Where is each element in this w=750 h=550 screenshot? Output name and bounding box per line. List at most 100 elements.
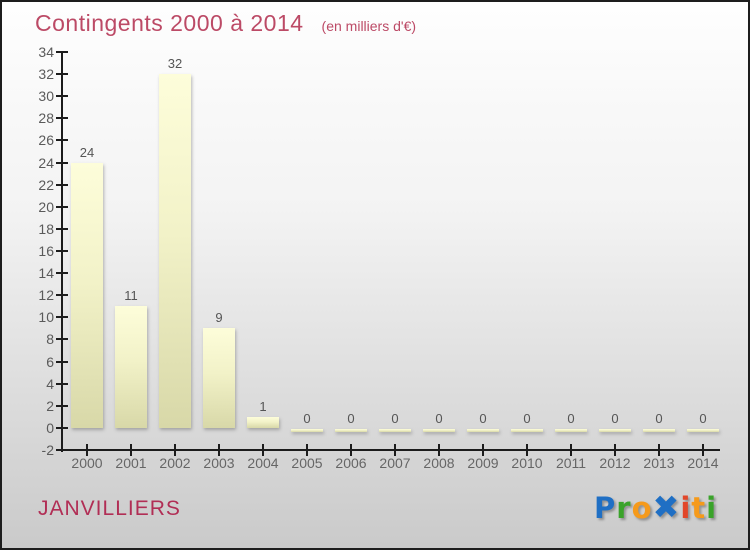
y-tick-label: -2 bbox=[41, 442, 54, 458]
y-tick bbox=[56, 161, 68, 164]
bar bbox=[203, 328, 235, 428]
commune-name: JANVILLIERS bbox=[38, 497, 181, 520]
logo-x-icon: ✖ bbox=[652, 488, 681, 526]
x-tick bbox=[394, 444, 396, 456]
y-tick-label: 24 bbox=[38, 154, 54, 171]
x-tick bbox=[482, 444, 484, 456]
x-tick-label: 2005 bbox=[291, 455, 323, 471]
y-tick bbox=[56, 316, 68, 319]
y-tick bbox=[56, 449, 68, 451]
x-tick-label: 2002 bbox=[159, 455, 191, 471]
x-tick bbox=[306, 444, 308, 456]
bar-value-label: 0 bbox=[611, 410, 619, 426]
x-tick-label: 2008 bbox=[423, 455, 455, 471]
y-tick bbox=[56, 95, 68, 98]
x-tick bbox=[702, 444, 704, 456]
bar-value-label: 0 bbox=[655, 410, 663, 426]
chart-subtitle: (en milliers d'€) bbox=[321, 18, 417, 34]
x-tick-label: 2014 bbox=[687, 455, 719, 471]
x-tick bbox=[262, 444, 264, 456]
bar bbox=[423, 428, 455, 432]
y-tick bbox=[56, 227, 68, 230]
y-tick bbox=[56, 73, 68, 76]
y-tick-label: 20 bbox=[38, 198, 54, 215]
bar-value-label: 0 bbox=[567, 410, 575, 426]
y-tick-label: 16 bbox=[38, 243, 54, 259]
y-tick bbox=[56, 51, 68, 53]
y-tick-label: 12 bbox=[38, 287, 54, 304]
y-tick bbox=[56, 294, 68, 297]
y-tick-label: 18 bbox=[38, 220, 54, 237]
y-axis bbox=[61, 52, 63, 452]
bar bbox=[71, 162, 103, 428]
bar bbox=[115, 306, 147, 428]
bar-value-label: 0 bbox=[699, 410, 707, 426]
x-tick-label: 2011 bbox=[555, 455, 587, 471]
x-tick-label: 2004 bbox=[247, 455, 279, 471]
x-tick bbox=[130, 444, 132, 456]
y-tick bbox=[56, 117, 68, 120]
logo-letter: r bbox=[616, 491, 632, 525]
proxiti-logo: Pro✖iti bbox=[594, 488, 717, 527]
bar bbox=[379, 428, 411, 432]
bar-value-label: 0 bbox=[303, 410, 311, 426]
x-tick bbox=[218, 444, 220, 456]
chart-title: Contingents 2000 à 2014 bbox=[35, 10, 304, 36]
logo-letter: t bbox=[691, 491, 707, 525]
chart-header: Contingents 2000 à 2014 (en milliers d'€… bbox=[35, 10, 416, 37]
x-tick-label: 2003 bbox=[203, 455, 235, 471]
x-tick bbox=[658, 444, 660, 456]
bar bbox=[511, 428, 543, 432]
bar-value-label: 0 bbox=[479, 410, 487, 426]
logo-letter: i bbox=[680, 491, 692, 525]
bar bbox=[247, 416, 279, 428]
x-tick-label: 2013 bbox=[643, 455, 675, 471]
bar-value-label: 32 bbox=[167, 56, 183, 72]
x-tick-label: 2009 bbox=[467, 455, 499, 471]
x-tick bbox=[570, 444, 572, 456]
y-tick bbox=[56, 205, 68, 208]
logo-letter: P bbox=[594, 491, 617, 525]
y-tick bbox=[56, 382, 68, 385]
x-tick bbox=[350, 444, 352, 456]
y-tick bbox=[56, 404, 68, 407]
y-tick-label: 6 bbox=[46, 353, 54, 370]
y-tick-label: 10 bbox=[38, 309, 54, 326]
bar bbox=[467, 428, 499, 432]
x-tick-label: 2007 bbox=[379, 455, 411, 471]
x-tick-label: 2006 bbox=[335, 455, 367, 471]
x-tick-label: 2010 bbox=[511, 455, 543, 471]
x-tick bbox=[614, 444, 616, 456]
y-tick-label: 30 bbox=[38, 88, 54, 105]
logo-letter: i bbox=[706, 491, 718, 525]
y-tick-label: 8 bbox=[46, 331, 54, 348]
bar-value-label: 9 bbox=[215, 310, 223, 326]
y-tick-label: 2 bbox=[46, 397, 54, 414]
x-tick bbox=[438, 444, 440, 456]
bar bbox=[291, 428, 323, 432]
bar-value-label: 0 bbox=[435, 410, 443, 426]
y-tick bbox=[56, 250, 68, 252]
y-tick-label: 32 bbox=[38, 66, 54, 83]
y-tick-label: 14 bbox=[38, 265, 54, 282]
bar bbox=[555, 428, 587, 432]
x-tick bbox=[86, 444, 88, 456]
y-tick-label: 0 bbox=[46, 419, 54, 436]
y-tick-label: 4 bbox=[46, 375, 54, 392]
bar-value-label: 1 bbox=[259, 398, 267, 414]
y-tick-label: 34 bbox=[38, 44, 54, 60]
y-tick-label: 28 bbox=[38, 110, 54, 127]
bar bbox=[643, 428, 675, 432]
x-tick bbox=[526, 444, 528, 456]
bar-value-label: 11 bbox=[124, 288, 138, 304]
bar bbox=[159, 74, 191, 428]
y-tick-label: 26 bbox=[38, 132, 54, 149]
bar-value-label: 0 bbox=[391, 410, 399, 426]
x-tick-label: 2001 bbox=[115, 455, 147, 471]
bar bbox=[335, 428, 367, 432]
y-tick bbox=[56, 338, 68, 341]
y-tick bbox=[56, 272, 68, 275]
y-tick-label: 22 bbox=[38, 176, 54, 193]
y-tick bbox=[56, 139, 68, 142]
